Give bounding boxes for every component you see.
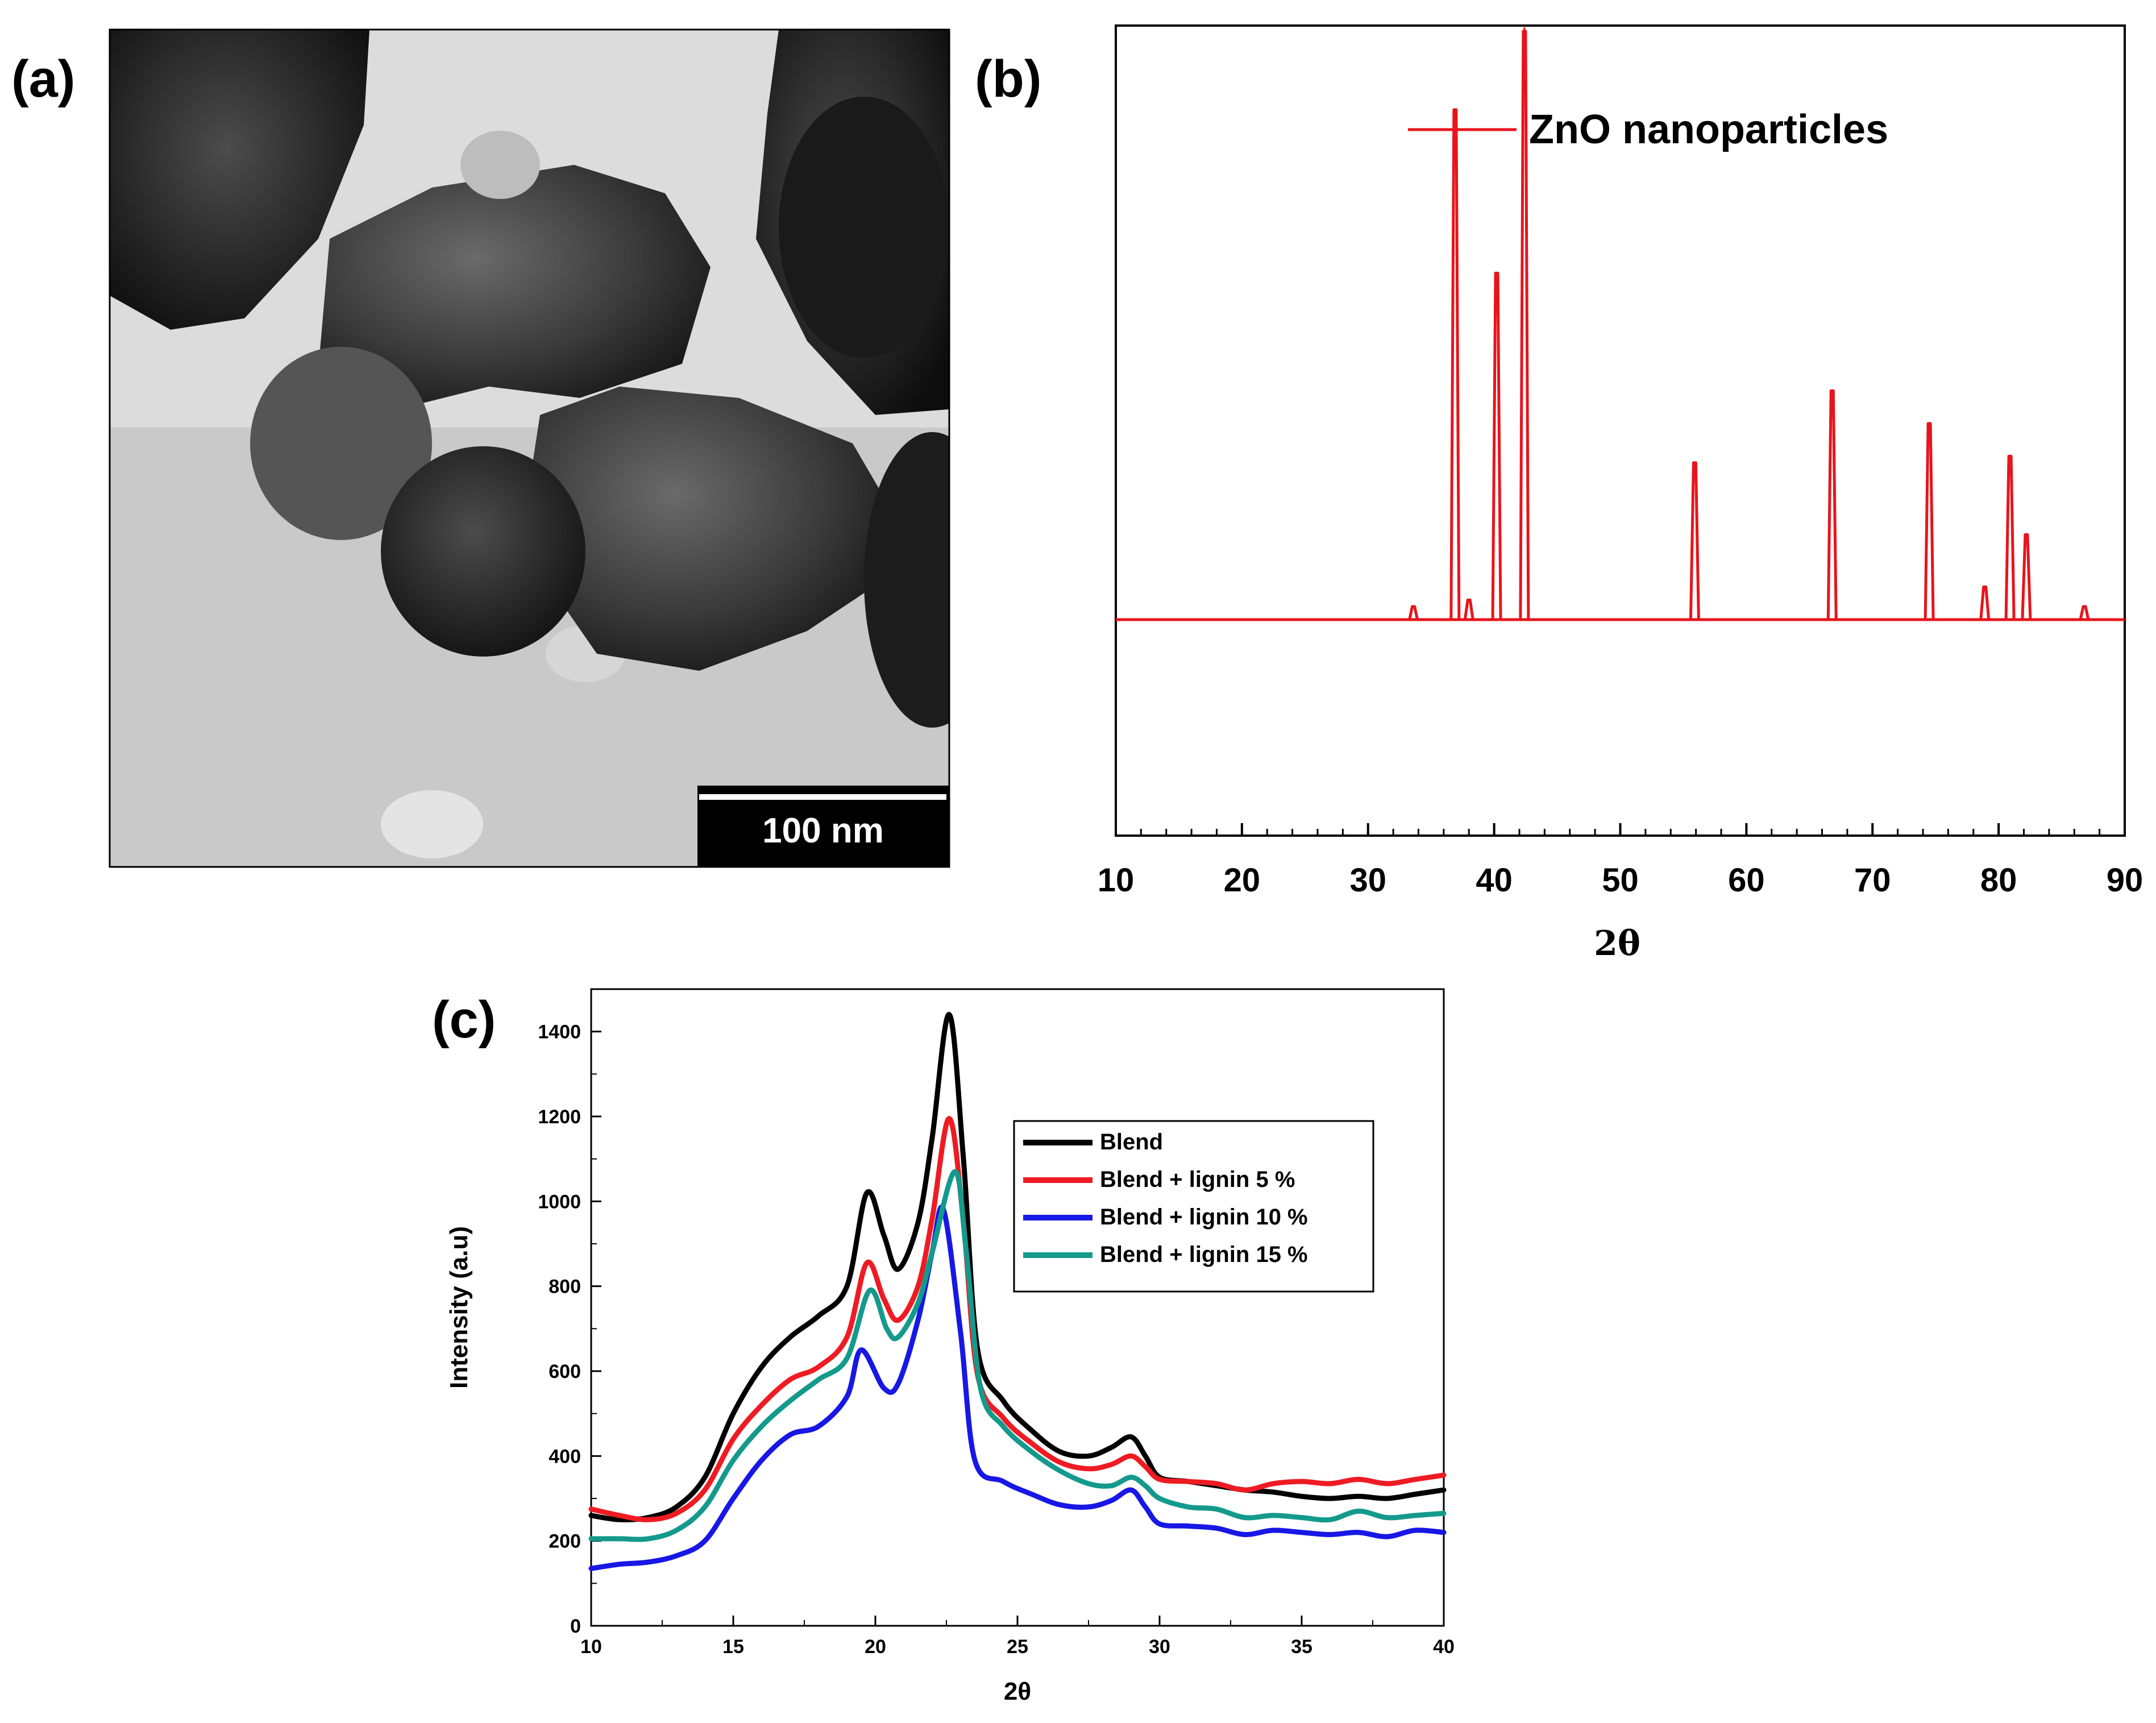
panel-label-c: (c) <box>432 991 496 1049</box>
legend-label: Blend + lignin 5 % <box>1100 1167 1295 1192</box>
tem-frame <box>109 28 950 868</box>
legend-label: Blend <box>1100 1130 1163 1155</box>
plot-c-y-axis-title: Intensity (a.u) <box>445 1226 473 1389</box>
plot-c-y-tick-label: 800 <box>549 1276 581 1298</box>
plot-b-x-tick-label: 90 <box>2107 862 2143 899</box>
plot-c-y-tick-label: 0 <box>570 1616 581 1637</box>
plot-b-x-tick-label: 30 <box>1349 862 1386 899</box>
plot-b-x-ticks: 10 20 30 40 50 60 70 80 90 <box>1098 823 2143 899</box>
plot-c-x-axis-title: 2θ <box>1004 1678 1031 1705</box>
plot-c-frame <box>590 988 1445 1627</box>
plot-c-x-tick-label: 10 <box>580 1636 602 1658</box>
plot-c-x-tick-label: 25 <box>1007 1636 1028 1658</box>
plot-c-y-tick-label: 1200 <box>538 1106 581 1128</box>
plot-b-x-tick-label: 50 <box>1602 862 1639 899</box>
panel-label-b: (b) <box>975 50 1041 108</box>
plot-c-x-tick-label: 15 <box>722 1636 744 1658</box>
plot-b-peak <box>2004 455 2016 620</box>
plot-b-peak <box>2079 605 2090 620</box>
plot-c-y-tick-label: 400 <box>549 1446 581 1467</box>
plot-c-y-tick-label: 600 <box>549 1361 581 1382</box>
plot-c-series-line <box>588 1204 1447 1571</box>
panel-label-a: (a) <box>11 50 75 108</box>
plot-b-x-tick-label: 70 <box>1854 862 1891 899</box>
plot-c-y-tick-label: 1400 <box>538 1022 581 1043</box>
plot-b-peak <box>1826 389 1838 620</box>
plot-b-peak <box>2021 533 2032 620</box>
scale-bar: 100 nm <box>697 786 949 867</box>
plot-b-x-tick-label: 40 <box>1476 862 1513 899</box>
plot-b-peak <box>1519 30 1530 620</box>
plot-c-y-tick-label: 1000 <box>538 1191 581 1213</box>
plot-b-peak <box>1449 108 1461 620</box>
legend-label: Blend + lignin 10 % <box>1100 1205 1308 1230</box>
plot-c-x-tick-label: 35 <box>1291 1636 1312 1658</box>
plot-b-series <box>1116 27 2125 621</box>
scale-bar-label: 100 nm <box>762 811 884 850</box>
plot-b-x-axis-title: 2θ <box>1594 924 1640 964</box>
plot-b-peak <box>1491 272 1502 620</box>
plot-c-legend: Blend Blend + lignin 5 % Blend + lignin 10… <box>1013 1120 1374 1293</box>
plot-b-peak <box>1689 461 1700 620</box>
plot-b-peak <box>1979 586 1991 620</box>
plot-b-x-tick-label: 80 <box>1980 862 2017 899</box>
tem-image <box>110 30 949 867</box>
plot-b-x-tick-label: 60 <box>1728 862 1765 899</box>
plot-c-y-tick-label: 200 <box>549 1531 581 1552</box>
plot-c-series <box>588 1012 1447 1571</box>
plot-b-peak <box>1408 605 1419 620</box>
plot-c-x-tick-label: 40 <box>1433 1636 1455 1658</box>
plot-b-x-tick-label: 10 <box>1098 862 1135 899</box>
legend-box <box>1013 1120 1374 1293</box>
plot-b-legend-label: ZnO nanoparticles <box>1529 107 1888 152</box>
legend-label: Blend + lignin 15 % <box>1100 1242 1308 1267</box>
plot-c-series-line <box>588 1169 1447 1542</box>
plot-c-x-tick-label: 30 <box>1149 1636 1170 1658</box>
plot-b-peak <box>1463 599 1474 620</box>
plot-b-x-tick-label: 20 <box>1224 862 1261 899</box>
plot-c-x-tick-label: 20 <box>865 1636 886 1658</box>
plot-b-peak <box>1924 422 1935 620</box>
